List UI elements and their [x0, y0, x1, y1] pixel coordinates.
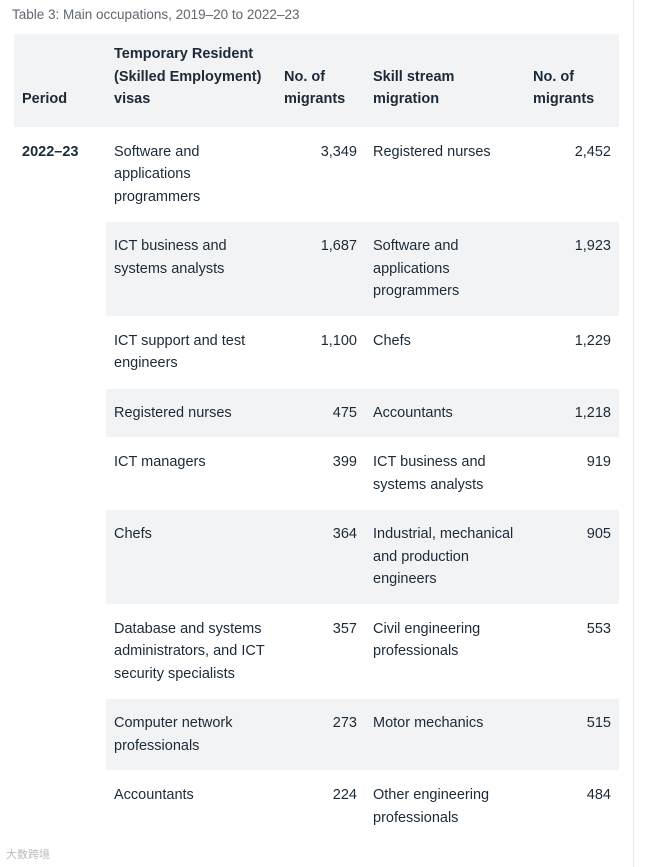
skill-stream-occupation: Civil engineering professionals: [365, 604, 525, 699]
skill-stream-occupation: Registered nurses: [365, 127, 525, 222]
skill-stream-count: 553: [525, 604, 619, 699]
table-row: ICT support and test engineers 1,100 Chefs…: [14, 316, 619, 388]
header-temp-visas: Temporary Resident (Skilled Employment) …: [114, 46, 262, 107]
header-period: Period: [22, 91, 68, 107]
temp-visa-count: 475: [276, 388, 365, 438]
table-row: ICT managers 399 ICT business and systems …: [14, 437, 619, 510]
table-row: 2022–23 Software and applications program…: [14, 127, 619, 842]
table-row: Database and systems administrators, and…: [14, 604, 619, 699]
skill-stream-occupation: Motor mechanics: [365, 698, 525, 771]
table-header-row: Period Temporary Resident (Skilled Emplo…: [14, 34, 619, 127]
skill-stream-count: 484: [525, 770, 619, 842]
watermark-text: 大数跨境: [6, 849, 50, 861]
temp-visa-occupation: Computer network professionals: [106, 698, 276, 771]
temp-visa-occupation: ICT support and test engineers: [106, 316, 276, 388]
skill-stream-occupation: Software and applications programmers: [365, 221, 525, 316]
temp-visa-count: 399: [276, 437, 365, 510]
skill-stream-occupation: ICT business and systems analysts: [365, 437, 525, 510]
temp-visa-count: 273: [276, 698, 365, 771]
skill-stream-occupation: Industrial, mechanical and production en…: [365, 509, 525, 604]
header-num-migrants-1: No. of migrants: [284, 68, 346, 108]
skill-stream-count: 1,923: [525, 221, 619, 316]
table-row: Chefs 364 Industrial, mechanical and produ…: [14, 509, 619, 604]
temp-visa-occupation: ICT business and systems analysts: [106, 221, 276, 316]
skill-stream-occupation: Other engineering professionals: [365, 770, 525, 842]
occupations-table: Period Temporary Resident (Skilled Emplo…: [14, 34, 619, 842]
header-skill-stream: Skill stream migration: [373, 68, 455, 108]
table-row: Registered nurses 475 Accountants 1,218: [14, 388, 619, 438]
table-caption: Table 3: Main occupations, 2019–20 to 20…: [12, 7, 300, 22]
skill-stream-count: 1,229: [525, 316, 619, 388]
skill-stream-count: 515: [525, 698, 619, 771]
table-row: Accountants 224 Other engineering professi…: [14, 770, 619, 842]
temp-visa-count: 357: [276, 604, 365, 699]
temp-visa-count: 1,100: [276, 316, 365, 388]
temp-visa-occupation: Accountants: [106, 770, 276, 842]
temp-visa-occupation: Chefs: [106, 509, 276, 604]
header-num-migrants-2: No. of migrants: [533, 68, 595, 108]
temp-visa-occupation: ICT managers: [106, 437, 276, 510]
skill-stream-count: 905: [525, 509, 619, 604]
period-cell: 2022–23: [14, 127, 106, 842]
table-row: Computer network professionals 273 Motor m…: [14, 698, 619, 771]
temp-visa-occupation: Registered nurses: [106, 388, 276, 438]
temp-visa-count: 3,349: [276, 127, 365, 222]
temp-visa-occupation: Database and systems administrators, and…: [106, 604, 276, 699]
temp-visa-count: 224: [276, 770, 365, 842]
skill-stream-occupation: Chefs: [365, 316, 525, 388]
temp-visa-occupation: Software and applications programmers: [106, 127, 276, 222]
temp-visa-count: 364: [276, 509, 365, 604]
skill-stream-occupation: Accountants: [365, 388, 525, 438]
skill-stream-count: 919: [525, 437, 619, 510]
skill-stream-count: 2,452: [525, 127, 619, 222]
table-row: ICT business and systems analysts 1,687 So…: [14, 221, 619, 316]
skill-stream-count: 1,218: [525, 388, 619, 438]
temp-visa-count: 1,687: [276, 221, 365, 316]
